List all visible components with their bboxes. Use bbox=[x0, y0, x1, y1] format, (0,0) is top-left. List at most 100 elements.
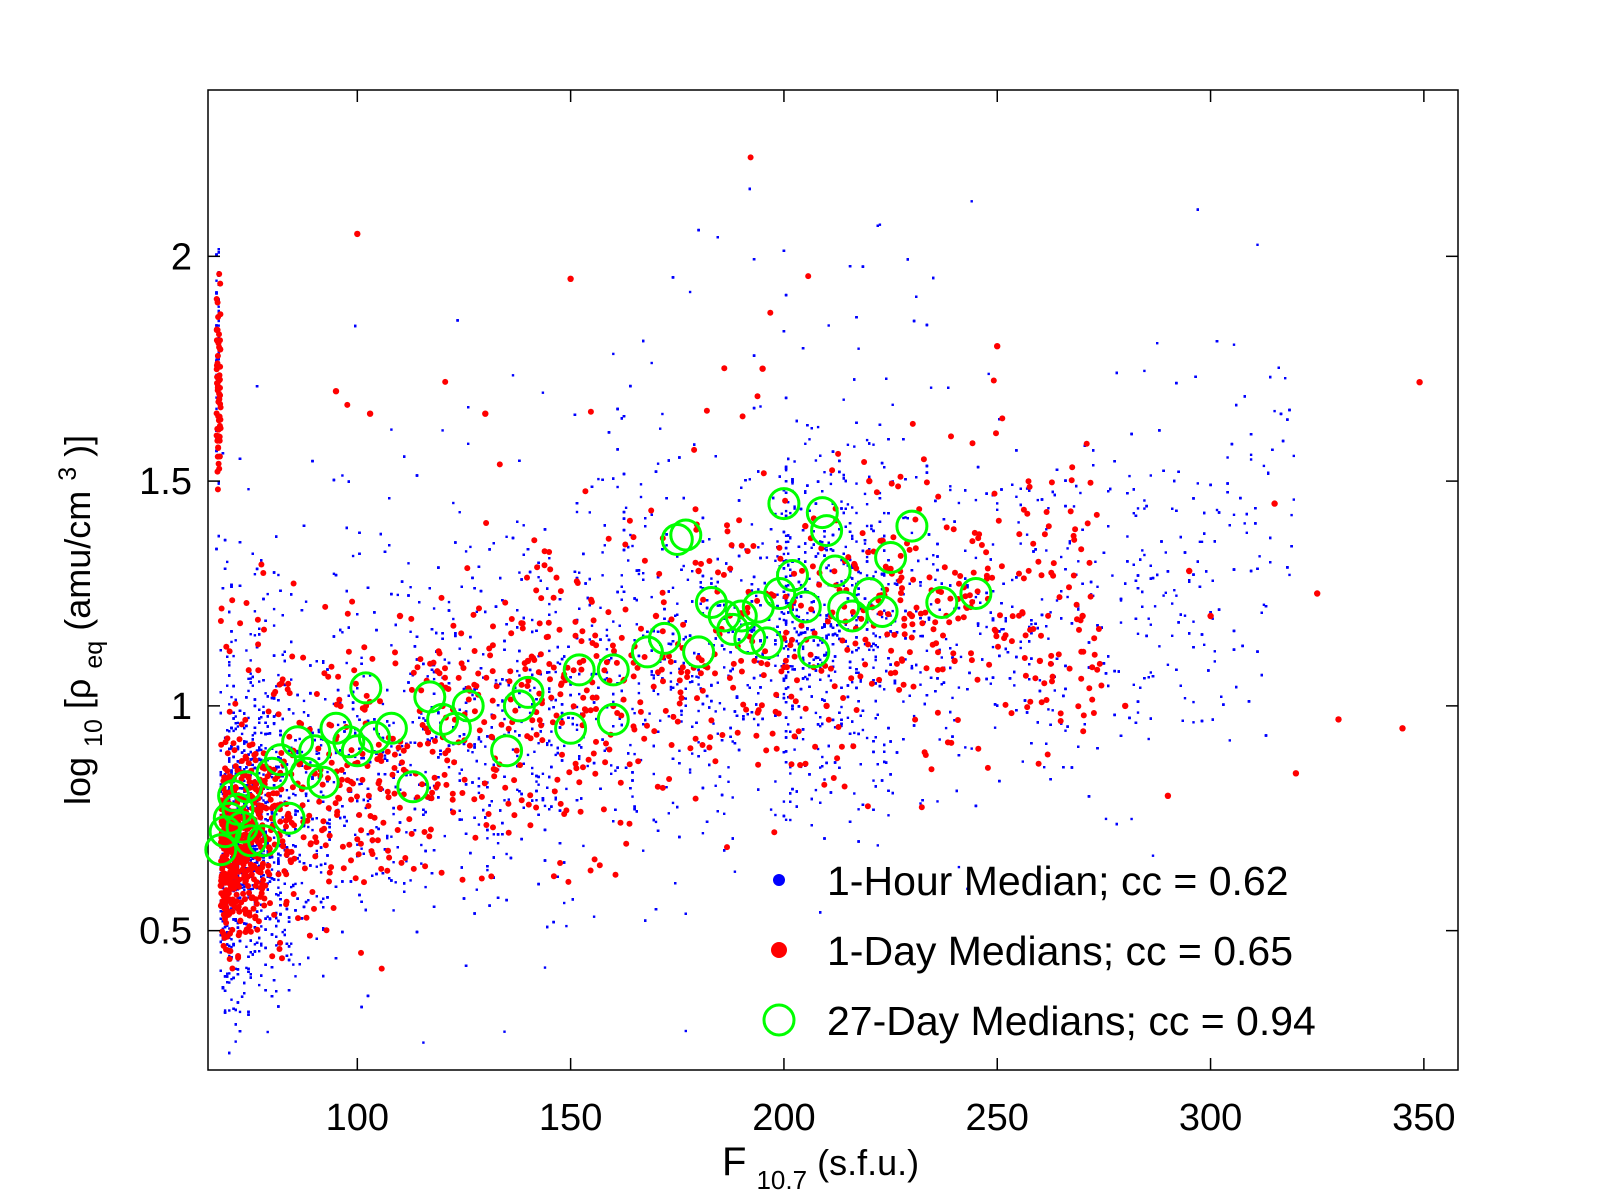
hour-point bbox=[266, 813, 269, 816]
hour-point bbox=[855, 540, 858, 543]
hour-point bbox=[793, 748, 796, 751]
hour-point bbox=[680, 720, 683, 723]
hour-point bbox=[831, 659, 835, 663]
hour-point bbox=[477, 777, 481, 780]
hour-point bbox=[996, 508, 999, 511]
hour-point bbox=[827, 564, 830, 567]
hour-point bbox=[612, 620, 615, 623]
hour-point bbox=[535, 799, 538, 802]
hour-point bbox=[234, 967, 237, 970]
hour-point bbox=[718, 702, 722, 705]
hour-point bbox=[1249, 458, 1253, 461]
hour-point bbox=[1143, 369, 1146, 373]
hour-point bbox=[486, 837, 489, 840]
hour-point bbox=[782, 647, 786, 650]
hour-point bbox=[533, 686, 536, 690]
hour-point bbox=[262, 799, 265, 802]
hour-point bbox=[375, 857, 378, 860]
hour-point bbox=[688, 290, 692, 294]
hour-point bbox=[893, 582, 897, 585]
hour-point bbox=[795, 614, 798, 618]
hour-point bbox=[1288, 573, 1291, 577]
hour-point bbox=[232, 800, 235, 803]
hour-point bbox=[518, 674, 521, 677]
hour-point bbox=[865, 555, 869, 559]
hour-point bbox=[863, 492, 867, 496]
plot-frame bbox=[207, 89, 1459, 1071]
hour-point bbox=[1047, 708, 1050, 711]
hour-point bbox=[970, 747, 973, 750]
hour-point bbox=[601, 574, 604, 577]
hour-point bbox=[258, 983, 261, 987]
hour-point bbox=[697, 709, 700, 713]
hour-point bbox=[733, 870, 737, 873]
hour-point bbox=[833, 670, 837, 673]
hour-point bbox=[390, 428, 393, 431]
hour-point bbox=[957, 865, 961, 869]
hour-point bbox=[761, 542, 764, 545]
hour-point bbox=[294, 882, 297, 886]
hour-point bbox=[723, 812, 726, 815]
hour-point bbox=[605, 671, 609, 674]
hour-point bbox=[285, 789, 289, 792]
hour-point bbox=[332, 781, 336, 784]
hour-point bbox=[458, 647, 461, 650]
hour-point bbox=[774, 780, 777, 783]
hour-point bbox=[682, 564, 685, 568]
hour-point bbox=[548, 602, 551, 606]
hour-point bbox=[424, 770, 427, 774]
hour-point bbox=[368, 674, 372, 677]
hour-point bbox=[804, 675, 807, 679]
hour-point bbox=[1055, 599, 1059, 602]
hour-point bbox=[432, 607, 436, 610]
hour-point bbox=[637, 691, 641, 695]
hour-point bbox=[801, 738, 805, 741]
hour-point bbox=[253, 634, 257, 637]
hour-point bbox=[1049, 611, 1052, 614]
hour-point bbox=[251, 684, 254, 687]
hour-point bbox=[964, 746, 967, 749]
hour-point bbox=[1153, 605, 1157, 608]
hour-point bbox=[479, 740, 483, 743]
hour-point bbox=[910, 664, 914, 668]
hour-point bbox=[823, 778, 826, 781]
hour-point bbox=[537, 576, 540, 579]
hour-point bbox=[829, 473, 833, 476]
hour-point bbox=[853, 792, 856, 795]
hour-point bbox=[1136, 711, 1140, 714]
hour-point bbox=[496, 842, 500, 845]
hour-point bbox=[1043, 766, 1046, 769]
hour-point bbox=[1064, 729, 1067, 732]
hour-point bbox=[780, 512, 783, 515]
hour-point bbox=[750, 628, 754, 631]
hour-point bbox=[1053, 689, 1056, 692]
hour-point bbox=[642, 634, 645, 637]
hour-point bbox=[699, 585, 702, 589]
hour-point bbox=[351, 554, 355, 558]
hour-point bbox=[264, 692, 267, 695]
hour-point bbox=[575, 728, 579, 731]
hour-point bbox=[253, 610, 257, 613]
hour-point bbox=[883, 609, 886, 612]
hour-point bbox=[629, 743, 632, 747]
hour-point bbox=[806, 619, 809, 622]
hour-point bbox=[1164, 551, 1167, 554]
hour-point bbox=[650, 361, 653, 365]
hour-point bbox=[217, 319, 220, 323]
hour-point bbox=[610, 764, 613, 767]
hour-point bbox=[1094, 560, 1097, 563]
hour-point bbox=[816, 747, 820, 751]
hour-point bbox=[533, 750, 536, 753]
hour-point bbox=[691, 570, 694, 573]
hour-point bbox=[944, 726, 948, 730]
hour-point bbox=[407, 562, 410, 565]
hour-point bbox=[757, 546, 760, 549]
hour-point bbox=[319, 744, 323, 747]
hour-point bbox=[865, 736, 869, 740]
hour-point bbox=[750, 589, 754, 592]
hour-point bbox=[247, 716, 250, 720]
hour-point bbox=[883, 511, 886, 515]
hour-point bbox=[789, 511, 792, 515]
hour-point bbox=[959, 655, 963, 659]
hour-point bbox=[688, 681, 692, 684]
